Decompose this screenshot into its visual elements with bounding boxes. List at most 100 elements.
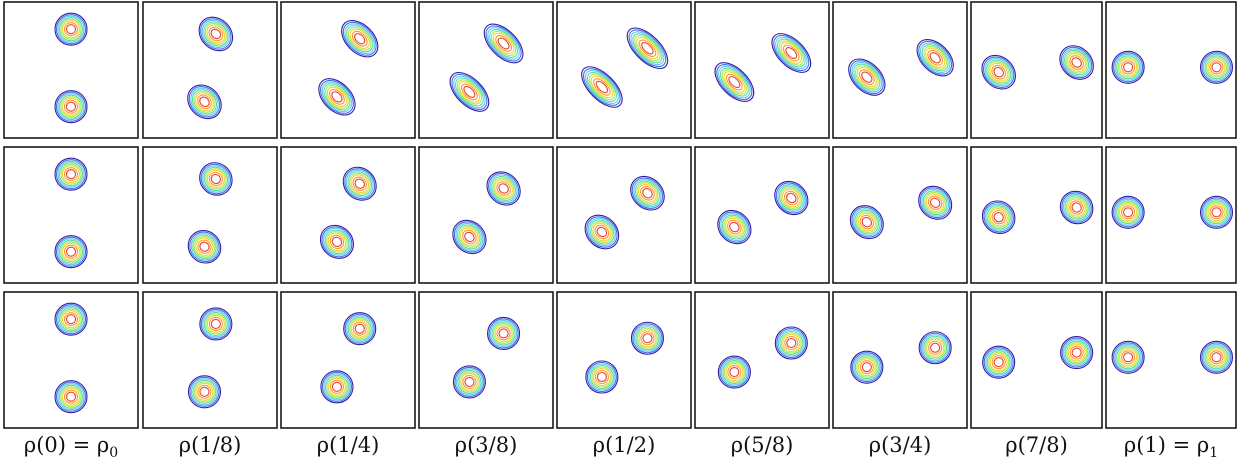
contour-line bbox=[1114, 53, 1142, 81]
contour-line bbox=[58, 239, 84, 264]
panel bbox=[556, 291, 692, 429]
gaussian-blob bbox=[918, 331, 952, 365]
contour-line bbox=[490, 30, 517, 57]
contour-line bbox=[858, 69, 875, 86]
contour-line bbox=[189, 231, 220, 263]
gaussian-blob bbox=[1059, 45, 1094, 80]
contour-line bbox=[1062, 193, 1091, 222]
contour-line bbox=[991, 355, 1006, 370]
contour-line bbox=[347, 171, 373, 197]
column-label: ρ(7/8) bbox=[1005, 433, 1068, 457]
contour-line bbox=[861, 362, 872, 373]
contour-line bbox=[198, 16, 234, 52]
contour-line bbox=[1205, 346, 1228, 368]
contour-line bbox=[326, 231, 348, 253]
contour-line bbox=[775, 36, 808, 70]
column-label-text: ρ(1/2) bbox=[593, 433, 656, 457]
contour-line bbox=[491, 176, 517, 201]
contour-line bbox=[782, 333, 801, 353]
contour-line bbox=[630, 175, 665, 211]
gaussian-blob bbox=[1111, 340, 1145, 374]
contour-line bbox=[786, 337, 797, 349]
contour-line bbox=[55, 159, 87, 190]
column-label-text: ρ(3/8) bbox=[455, 433, 518, 457]
contour-line bbox=[638, 39, 657, 57]
contour-line bbox=[1199, 340, 1234, 374]
contour-line bbox=[344, 23, 375, 54]
panel-border bbox=[832, 1, 968, 139]
contour-line bbox=[347, 316, 372, 341]
contour-line bbox=[326, 86, 348, 108]
contour-line bbox=[346, 25, 374, 53]
contour-line bbox=[61, 242, 81, 261]
contour-line bbox=[1067, 343, 1086, 362]
contour-line bbox=[1114, 343, 1142, 371]
contour-line bbox=[927, 49, 944, 66]
contour-line bbox=[344, 168, 376, 200]
contour-line bbox=[54, 302, 88, 336]
contour-line bbox=[1202, 343, 1231, 371]
contour-line bbox=[1065, 196, 1088, 219]
contour-line bbox=[1071, 57, 1082, 68]
contour-line bbox=[1121, 350, 1136, 365]
contour-line bbox=[208, 316, 223, 332]
contour-line bbox=[727, 219, 742, 235]
contour-line bbox=[717, 355, 751, 389]
contour-line bbox=[190, 87, 219, 116]
contour-line bbox=[1202, 53, 1231, 81]
contour-line bbox=[924, 191, 947, 214]
gaussian-blob bbox=[54, 380, 88, 414]
contour-line bbox=[320, 370, 354, 404]
contour-line bbox=[1119, 203, 1138, 222]
contour-line bbox=[199, 307, 233, 341]
contour-line bbox=[193, 90, 216, 113]
contour-line bbox=[987, 61, 1010, 84]
contour-line bbox=[61, 310, 81, 329]
contour-line bbox=[989, 208, 1008, 227]
contour-line bbox=[857, 358, 876, 377]
contour-line bbox=[349, 28, 370, 49]
panel-border bbox=[832, 146, 968, 284]
contour-line bbox=[929, 197, 941, 208]
contour-line bbox=[1069, 345, 1084, 360]
contour-line bbox=[202, 310, 230, 338]
contour-line bbox=[321, 371, 352, 402]
contour-line bbox=[594, 224, 610, 240]
gaussian-blob bbox=[1060, 335, 1094, 370]
contour-line bbox=[190, 233, 219, 261]
gaussian-blob bbox=[849, 205, 884, 240]
contour-line bbox=[1121, 205, 1136, 220]
gaussian-blob bbox=[341, 20, 379, 58]
contour-line bbox=[1062, 48, 1091, 77]
contour-line bbox=[1059, 190, 1094, 225]
contour-line bbox=[498, 328, 509, 339]
gaussian-blob bbox=[982, 345, 1016, 379]
contour-line bbox=[54, 12, 88, 46]
contour-line bbox=[60, 163, 82, 185]
contour-line bbox=[1207, 348, 1226, 367]
contour-line bbox=[987, 206, 1010, 228]
contour-line bbox=[65, 314, 77, 325]
contour-line bbox=[453, 221, 485, 253]
contour-line bbox=[492, 32, 515, 55]
contour-line bbox=[63, 167, 79, 182]
contour-line bbox=[642, 187, 653, 199]
contour-line bbox=[1116, 200, 1141, 225]
contour-line bbox=[1111, 195, 1145, 229]
panel-border bbox=[1105, 1, 1237, 139]
contour-line bbox=[779, 330, 804, 356]
contour-line bbox=[352, 176, 367, 191]
contour-line bbox=[630, 321, 665, 355]
contour-line bbox=[641, 42, 654, 55]
contour-line bbox=[463, 85, 476, 98]
contour-line bbox=[1123, 352, 1134, 363]
contour-line bbox=[458, 226, 481, 248]
contour-line bbox=[54, 90, 88, 124]
contour-line bbox=[458, 81, 481, 103]
gaussian-blob bbox=[54, 302, 88, 336]
contour-line bbox=[462, 374, 477, 389]
contour-line bbox=[490, 319, 518, 348]
contour-line bbox=[640, 331, 655, 346]
panel bbox=[418, 291, 554, 429]
contour-line bbox=[496, 181, 511, 196]
